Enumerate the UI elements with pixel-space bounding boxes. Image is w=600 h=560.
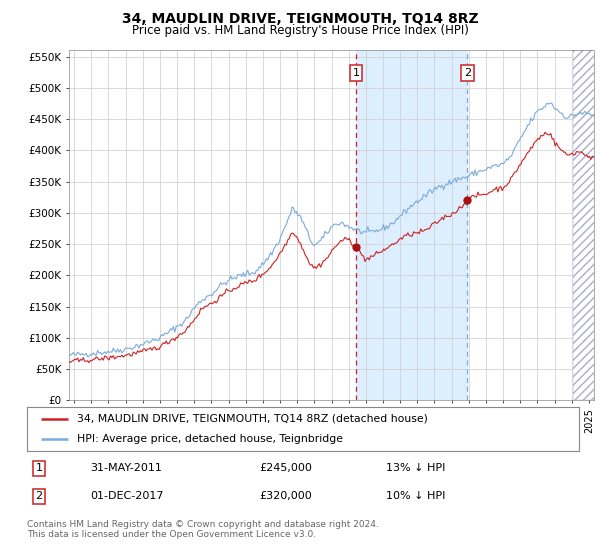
Text: Price paid vs. HM Land Registry's House Price Index (HPI): Price paid vs. HM Land Registry's House … bbox=[131, 24, 469, 36]
Bar bbox=[356, 50, 467, 400]
Text: 2: 2 bbox=[35, 491, 43, 501]
Bar bbox=[573, 50, 600, 400]
Text: HPI: Average price, detached house, Teignbridge: HPI: Average price, detached house, Teig… bbox=[77, 434, 343, 444]
Text: 01-DEC-2017: 01-DEC-2017 bbox=[91, 491, 164, 501]
Text: £245,000: £245,000 bbox=[259, 463, 312, 473]
Text: 10% ↓ HPI: 10% ↓ HPI bbox=[386, 491, 445, 501]
Text: 13% ↓ HPI: 13% ↓ HPI bbox=[386, 463, 445, 473]
Text: 31-MAY-2011: 31-MAY-2011 bbox=[91, 463, 163, 473]
Text: £320,000: £320,000 bbox=[259, 491, 311, 501]
Text: 34, MAUDLIN DRIVE, TEIGNMOUTH, TQ14 8RZ: 34, MAUDLIN DRIVE, TEIGNMOUTH, TQ14 8RZ bbox=[122, 12, 478, 26]
Text: 34, MAUDLIN DRIVE, TEIGNMOUTH, TQ14 8RZ (detached house): 34, MAUDLIN DRIVE, TEIGNMOUTH, TQ14 8RZ … bbox=[77, 414, 428, 424]
Text: 2: 2 bbox=[464, 68, 471, 78]
Bar bbox=[573, 50, 600, 400]
Text: 1: 1 bbox=[35, 463, 43, 473]
Text: 1: 1 bbox=[352, 68, 359, 78]
Text: Contains HM Land Registry data © Crown copyright and database right 2024.
This d: Contains HM Land Registry data © Crown c… bbox=[27, 520, 379, 539]
